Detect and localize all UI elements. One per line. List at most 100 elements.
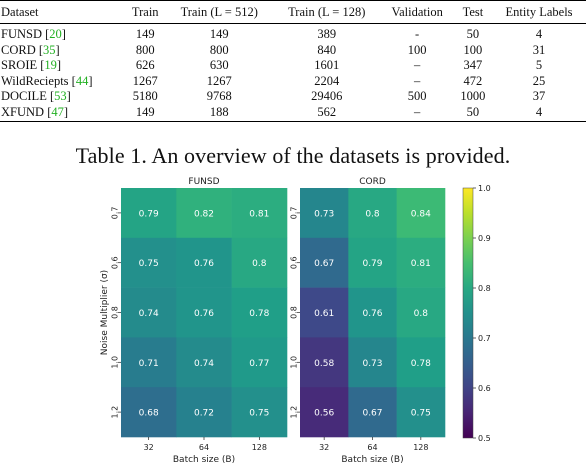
y-tick-label: 0.6 bbox=[290, 256, 299, 269]
citation-link[interactable]: 20 bbox=[49, 27, 62, 41]
panel-title: FUNSD bbox=[188, 177, 219, 187]
header-test: Test bbox=[462, 5, 484, 19]
cell-value-label: 0.76 bbox=[194, 259, 214, 269]
dataset-name-cell: DOCILE [53] bbox=[0, 89, 125, 105]
table-row: CORD [35] 800 800 840 100 100 31 bbox=[0, 43, 586, 59]
table-cell: 800 bbox=[209, 42, 229, 57]
table-cell: 840 bbox=[317, 42, 337, 57]
x-tick-label: 128 bbox=[413, 443, 428, 452]
cell-value-label: 0.78 bbox=[249, 309, 269, 319]
heatmap-cell bbox=[231, 387, 288, 438]
y-tick-label: 1.0 bbox=[290, 356, 299, 369]
citation-bracket-open: [ bbox=[37, 58, 45, 73]
y-tick-label: 0.8 bbox=[290, 306, 299, 319]
dataset-name: XFUND bbox=[1, 104, 45, 119]
x-axis-label: Batch size (B) bbox=[341, 455, 403, 465]
table-cell: – bbox=[414, 58, 421, 73]
heatmap-cell bbox=[121, 337, 177, 388]
table-cell: 9768 bbox=[206, 89, 232, 104]
y-tick-label: 0.7 bbox=[111, 207, 120, 220]
heatmap-cell bbox=[300, 337, 349, 388]
y-tick-label: 0.6 bbox=[111, 256, 120, 269]
table-cell: 100 bbox=[407, 42, 427, 57]
table-cell: 149 bbox=[209, 27, 229, 41]
dataset-name: DOCILE bbox=[1, 89, 47, 104]
x-tick-label: 64 bbox=[367, 443, 377, 452]
x-axis-label: Batch size (B) bbox=[173, 455, 235, 465]
table-cell: 50 bbox=[466, 104, 480, 119]
table-cell: 149 bbox=[135, 104, 155, 119]
heatmap-cell bbox=[176, 287, 232, 338]
citation-bracket-close: ] bbox=[56, 58, 62, 73]
y-tick-label: 0.8 bbox=[111, 306, 120, 319]
table-cell: 630 bbox=[209, 58, 229, 73]
table-cell: 1000 bbox=[460, 89, 486, 104]
table-cell: 5 bbox=[535, 58, 543, 73]
x-tick-label: 64 bbox=[199, 443, 209, 452]
table-cell: 562 bbox=[317, 104, 337, 119]
citation-bracket-open: [ bbox=[44, 104, 52, 119]
table-header-row: Dataset Train Train (L = 512) Train (L =… bbox=[0, 0, 586, 24]
citation-link[interactable]: 35 bbox=[43, 42, 56, 57]
cell-value-label: 0.75 bbox=[411, 409, 431, 419]
table-row: SROIE [19] 626 630 1601 – 347 5 bbox=[0, 58, 586, 74]
table-cell: 1267 bbox=[206, 73, 232, 88]
cell-value-label: 0.78 bbox=[411, 359, 431, 369]
header-validation: Validation bbox=[391, 5, 443, 19]
table-cell: 1601 bbox=[314, 58, 340, 73]
heatmap-cell bbox=[348, 237, 397, 288]
citation-link[interactable]: 47 bbox=[51, 104, 64, 119]
x-tick-label: 32 bbox=[319, 443, 329, 452]
heatmap-cell bbox=[121, 287, 177, 338]
heatmap-cell bbox=[231, 287, 288, 338]
table-cell: 4 bbox=[535, 27, 543, 41]
header-train-512: Train (L = 512) bbox=[180, 5, 258, 19]
colorbar-tick-label: 0.9 bbox=[478, 234, 491, 243]
cell-value-label: 0.61 bbox=[314, 309, 334, 319]
citation-bracket-close: ] bbox=[63, 104, 69, 119]
citation-bracket-close: ] bbox=[66, 89, 71, 104]
cell-value-label: 0.76 bbox=[194, 309, 214, 319]
cell-value-label: 0.77 bbox=[249, 359, 269, 369]
cell-value-label: 0.8 bbox=[365, 209, 380, 219]
header-train: Train bbox=[131, 5, 159, 19]
heatmap-cell bbox=[176, 188, 232, 239]
y-tick-label: 1.2 bbox=[290, 406, 299, 419]
dataset-name-cell: CORD [35] bbox=[0, 43, 125, 59]
cell-value-label: 0.72 bbox=[194, 409, 214, 419]
cell-value-label: 0.58 bbox=[314, 359, 334, 369]
heatmap-cell bbox=[176, 337, 232, 388]
colorbar-tick-label: 1.0 bbox=[478, 184, 491, 193]
dataset-name: WildReciepts bbox=[1, 73, 69, 88]
heatmap-cell bbox=[396, 337, 446, 388]
heatmap-cell bbox=[121, 387, 177, 438]
heatmap-cell bbox=[231, 188, 288, 239]
citation-link[interactable]: 53 bbox=[54, 89, 67, 104]
cell-value-label: 0.8 bbox=[252, 259, 267, 269]
citation-link[interactable]: 19 bbox=[44, 58, 57, 73]
table-cell: 2204 bbox=[314, 73, 340, 88]
heatmap-figure: 0.79 0.82 0.81 0.75 0.76 0.8 0.74 0.76 0.78 0.71 0… bbox=[100, 177, 491, 465]
heatmap-cell bbox=[396, 237, 446, 288]
cell-value-label: 0.74 bbox=[139, 309, 159, 319]
citation-bracket-open: [ bbox=[42, 27, 50, 41]
heatmap-cell bbox=[231, 337, 288, 388]
cell-value-label: 0.74 bbox=[194, 359, 214, 369]
citation-link[interactable]: 44 bbox=[75, 73, 89, 88]
table-cell: – bbox=[414, 73, 421, 88]
y-tick-label: 1.0 bbox=[111, 356, 120, 369]
dataset-name: CORD bbox=[1, 42, 36, 57]
header-dataset: Dataset bbox=[1, 5, 39, 19]
heatmap-cell bbox=[396, 387, 446, 438]
cell-value-label: 0.71 bbox=[139, 359, 159, 369]
table-cell: 25 bbox=[532, 73, 546, 88]
cell-value-label: 0.84 bbox=[411, 209, 431, 219]
heatmap-cell bbox=[176, 387, 232, 438]
y-tick-label: 1.2 bbox=[111, 406, 120, 419]
cell-value-label: 0.68 bbox=[139, 409, 159, 419]
dataset-name-cell: XFUND [47] bbox=[0, 105, 125, 121]
table-cell: 149 bbox=[135, 27, 155, 41]
table-cell: 31 bbox=[532, 42, 546, 57]
colorbar bbox=[462, 187, 474, 439]
dataset-name-cell: WildReciepts [44] bbox=[0, 74, 125, 90]
